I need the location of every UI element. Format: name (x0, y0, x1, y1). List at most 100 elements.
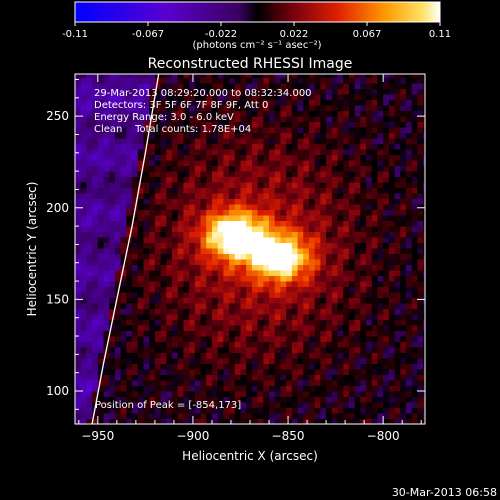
heatmap-cell (337, 132, 344, 139)
heatmap-cell (109, 374, 116, 381)
heatmap-cell (388, 138, 395, 145)
heatmap-cell (234, 187, 241, 194)
heatmap-cell (297, 286, 304, 293)
heatmap-cell (120, 154, 127, 161)
heatmap-cell (331, 138, 338, 145)
heatmap-cell (211, 402, 219, 408)
heatmap-cell (114, 308, 122, 315)
heatmap-cell (269, 242, 276, 249)
heatmap-cell (377, 259, 384, 265)
heatmap-cell (240, 226, 247, 232)
heatmap-cell (189, 215, 196, 221)
heatmap-cell (206, 83, 213, 90)
heatmap-cell (172, 292, 179, 298)
heatmap-cell (126, 121, 133, 128)
heatmap-cell (126, 286, 133, 293)
heatmap-cell (86, 374, 93, 381)
heatmap-cell (114, 154, 122, 161)
heatmap-cell (240, 380, 247, 386)
heatmap-cell (189, 83, 196, 90)
heatmap-cell (423, 176, 425, 183)
heatmap-cell (172, 286, 179, 293)
heatmap-cell (394, 319, 401, 326)
heatmap-cell (234, 110, 241, 117)
heatmap-cell (183, 418, 190, 424)
heatmap-cell (126, 341, 133, 348)
heatmap-cell (423, 347, 425, 353)
heatmap-cell (103, 149, 110, 156)
heatmap-cell (377, 380, 384, 386)
heatmap-cell (377, 231, 384, 238)
heatmap-cell (206, 358, 213, 364)
heatmap-cell (103, 220, 110, 227)
heatmap-cell (189, 303, 196, 309)
heatmap-cell (274, 110, 281, 117)
heatmap-cell (86, 176, 93, 183)
heatmap-cell (326, 319, 333, 326)
heatmap-cell (337, 358, 344, 364)
peak-position-label: Position of Peak = [-854,173] (95, 400, 241, 411)
heatmap-cell (92, 303, 99, 309)
heatmap-cell (143, 182, 150, 189)
heatmap-cell (286, 149, 293, 156)
heatmap-cell (200, 380, 207, 386)
heatmap-cell (303, 88, 310, 95)
heatmap-cell (223, 209, 230, 216)
heatmap-cell (394, 391, 401, 397)
heatmap-cell (417, 369, 424, 375)
heatmap-cell (274, 237, 281, 243)
heatmap-cell (240, 242, 247, 249)
heatmap-cell (132, 369, 139, 375)
heatmap-cell (172, 308, 179, 315)
heatmap-cell (114, 198, 122, 205)
heatmap-cell (137, 143, 144, 150)
heatmap-cell (126, 105, 133, 112)
heatmap-cell (383, 418, 390, 424)
heatmap-cell (308, 193, 316, 200)
heatmap-cell (114, 242, 122, 249)
heatmap-cell (234, 396, 241, 403)
heatmap-cell (269, 275, 276, 282)
heatmap-cell (149, 253, 156, 260)
heatmap-cell (274, 303, 281, 309)
heatmap-cell (166, 413, 173, 419)
heatmap-cell (417, 259, 424, 265)
heatmap-cell (274, 374, 281, 381)
heatmap-cell (383, 132, 390, 139)
heatmap-cell (132, 116, 139, 123)
heatmap-cell (200, 127, 207, 134)
heatmap-cell (223, 418, 230, 424)
heatmap-cell (331, 413, 338, 419)
heatmap-cell (297, 132, 304, 139)
heatmap-cell (92, 380, 99, 386)
heatmap-cell (377, 74, 384, 79)
heatmap-cell (383, 363, 390, 370)
heatmap-cell (400, 292, 407, 298)
heatmap-cell (97, 187, 104, 194)
heatmap-cell (269, 259, 276, 265)
heatmap-cell (149, 88, 156, 95)
heatmap-cell (143, 286, 150, 293)
heatmap-cell (189, 154, 196, 161)
heatmap-cell (114, 418, 122, 424)
heatmap-cell (337, 204, 344, 210)
heatmap-cell (109, 132, 116, 139)
heatmap-cell (314, 259, 321, 265)
heatmap-cell (211, 143, 219, 150)
heatmap-cell (263, 341, 270, 348)
heatmap-cell (194, 281, 201, 287)
heatmap-cell (120, 248, 127, 254)
heatmap-cell (103, 402, 110, 408)
heatmap-cell (183, 336, 190, 342)
heatmap-cell (92, 171, 99, 178)
heatmap-cell (240, 182, 247, 189)
heatmap-cell (172, 396, 179, 403)
heatmap-cell (132, 171, 139, 178)
heatmap-cell (120, 308, 127, 315)
heatmap-cell (417, 193, 424, 200)
heatmap-cell (280, 209, 287, 216)
heatmap-cell (411, 407, 418, 414)
heatmap-cell (269, 187, 276, 194)
heatmap-cell (337, 220, 344, 227)
heatmap-cell (366, 171, 373, 178)
